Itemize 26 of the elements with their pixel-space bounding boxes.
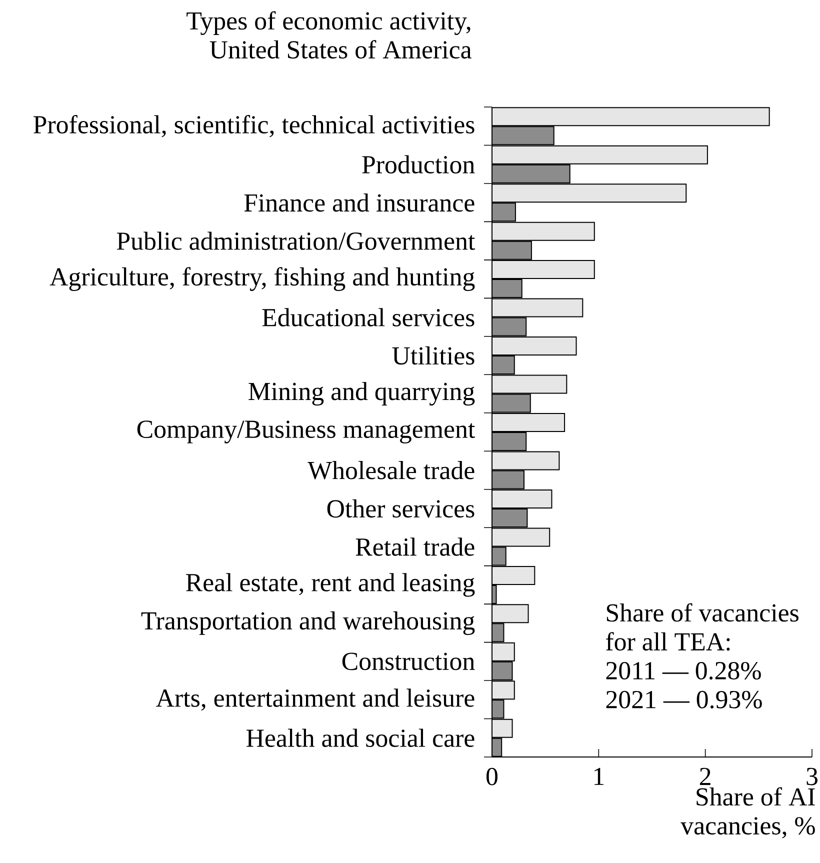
x-tick-label: 3 — [806, 768, 818, 786]
y-tick-label: Finance and insurance — [244, 193, 474, 212]
y-tick-label: Mining and quarrying — [248, 382, 475, 406]
y-tick-label: Real estate, rent and leasing — [186, 573, 475, 597]
annotation: 2021 — 0.93% — [606, 690, 762, 708]
y-tick-label: Production — [362, 155, 475, 174]
y-tick-label: Company/Business management — [137, 420, 476, 444]
y-tick-label: Agriculture, forestry, fishing and hunting — [50, 267, 475, 291]
y-tick-label: Wholesale trade — [308, 461, 474, 480]
y-tick-label: Utilities — [392, 346, 474, 365]
y-tick-label: Public administration/Government — [116, 232, 476, 250]
annotation: 2011 — 0.28% — [606, 662, 761, 680]
y-tick-label: Arts, entertainment and leisure — [156, 688, 474, 711]
x-tick-label: 2 — [700, 768, 710, 785]
y-tick-label: Health and social care — [246, 728, 474, 747]
y-tick-label: Retail trade — [356, 538, 474, 556]
y-tick-label: Other services — [327, 499, 474, 518]
y-tick-label: Professional, scientific, technical activities — [34, 115, 474, 138]
y-tick-label: Educational services — [262, 308, 474, 326]
y-tick-label: Construction — [342, 652, 475, 670]
y-axis-title: Types of economic activity, United States of America — [186, 11, 472, 59]
x-tick-label: 1 — [594, 768, 604, 785]
x-axis-title: Share of AI vacancies, % — [680, 787, 815, 838]
y-tick-label: Transportation and warehousing — [141, 611, 475, 635]
annotation: Share of vacancies for all TEA: — [606, 603, 798, 651]
x-tick-label: 0 — [486, 768, 498, 786]
